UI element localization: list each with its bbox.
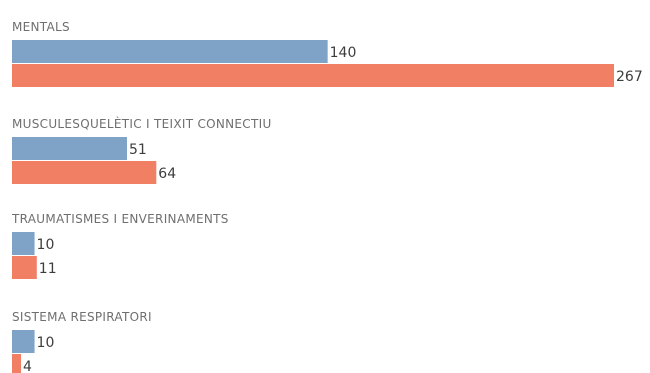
bar (12, 330, 35, 353)
category-group: SISTEMA RESPIRATORI 10 4 (12, 310, 152, 373)
data-label: 64 (158, 166, 176, 182)
data-label: 4 (23, 359, 32, 373)
data-label: 10 (37, 237, 55, 253)
bar (12, 232, 35, 255)
bar (12, 64, 614, 87)
bar (12, 354, 22, 373)
category-label: MENTALS (12, 20, 70, 34)
data-label: 11 (39, 261, 57, 277)
category-label: TRAUMATISMES I ENVERINAMENTS (11, 212, 229, 226)
data-label: 10 (37, 335, 55, 351)
bar (12, 256, 37, 279)
category-group: MENTALS 140 267 (12, 20, 643, 87)
category-label: MUSCULESQUELÈTIC I TEIXIT CONNECTIU (12, 116, 272, 131)
category-group: TRAUMATISMES I ENVERINAMENTS 10 11 (11, 212, 229, 279)
bar (12, 161, 157, 184)
bar (12, 137, 127, 160)
category-group: MUSCULESQUELÈTIC I TEIXIT CONNECTIU 51 64 (12, 116, 272, 184)
bar (12, 40, 328, 63)
data-label: 267 (616, 69, 643, 85)
data-label: 51 (129, 142, 147, 158)
category-label: SISTEMA RESPIRATORI (12, 310, 152, 324)
data-label: 140 (330, 45, 357, 61)
